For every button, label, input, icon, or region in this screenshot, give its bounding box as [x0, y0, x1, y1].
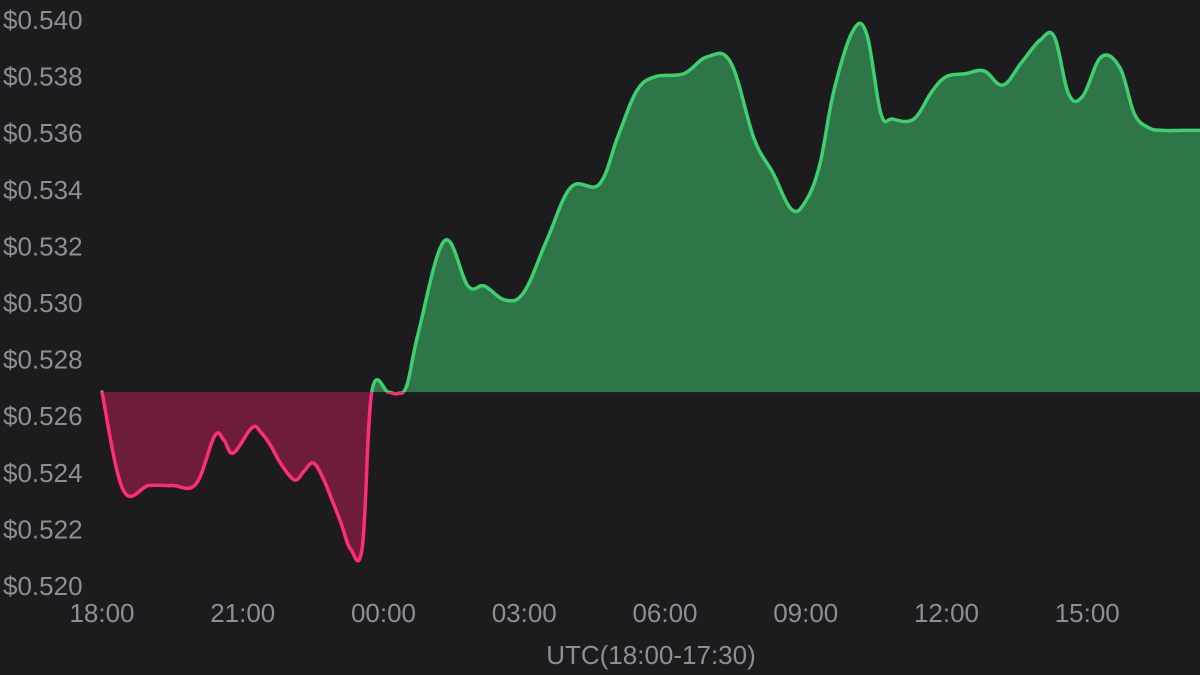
- y-tick-label: $0.538: [3, 62, 83, 92]
- y-axis-ticks: $0.520 $0.522 $0.524 $0.526 $0.528 $0.530 $0.5…: [3, 5, 83, 601]
- x-tick-label: 12:00: [914, 598, 979, 628]
- x-tick-label: 06:00: [632, 598, 697, 628]
- price-line-above-baseline: [100, 21, 1200, 393]
- y-tick-label: $0.528: [3, 345, 83, 375]
- y-tick-label: $0.540: [3, 5, 83, 35]
- x-tick-label: 21:00: [210, 598, 275, 628]
- area-fill-above-baseline: [102, 23, 1200, 393]
- y-tick-label: $0.536: [3, 118, 83, 148]
- x-tick-label: 15:00: [1055, 598, 1120, 628]
- x-tick-label: 03:00: [492, 598, 557, 628]
- x-axis-title: UTC(18:00-17:30): [546, 640, 756, 670]
- y-tick-label: $0.526: [3, 401, 83, 431]
- y-tick-label: $0.520: [3, 571, 83, 601]
- x-tick-label: 09:00: [773, 598, 838, 628]
- x-tick-label: 00:00: [351, 598, 416, 628]
- y-tick-label: $0.534: [3, 175, 83, 205]
- area-layer: [100, 21, 1200, 563]
- y-tick-label: $0.524: [3, 458, 83, 488]
- price-line-below-baseline: [100, 392, 406, 563]
- y-tick-label: $0.522: [3, 514, 83, 544]
- x-tick-label: 18:00: [69, 598, 134, 628]
- y-tick-label: $0.530: [3, 288, 83, 318]
- area-fill-below-baseline: [102, 392, 404, 561]
- y-tick-label: $0.532: [3, 231, 83, 261]
- x-axis-ticks: 18:00 21:00 00:00 03:00 06:00 09:00 12:00 15:00: [69, 598, 1119, 628]
